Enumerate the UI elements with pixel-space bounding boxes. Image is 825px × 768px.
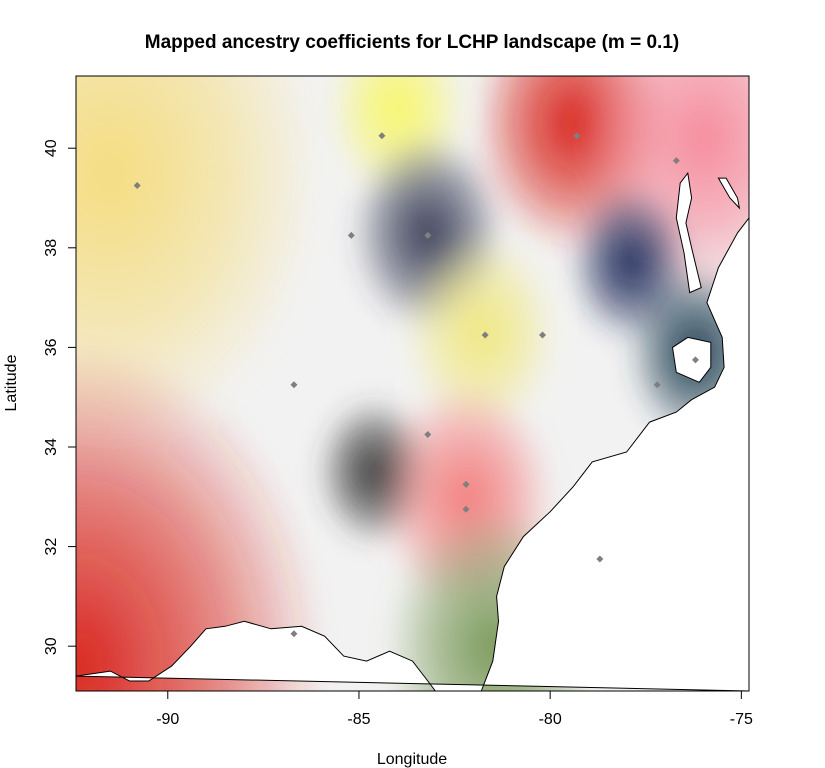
sample-point (424, 431, 432, 439)
sea-mask (76, 171, 749, 691)
sample-point (133, 182, 141, 190)
x-axis: -90 -85 -80 -75 (156, 691, 753, 728)
x-tick-label: -90 (156, 711, 179, 728)
sample-point (462, 505, 470, 513)
x-tick-label: -85 (347, 711, 370, 728)
x-axis-title: Longitude (377, 751, 447, 768)
sample-point (481, 331, 489, 339)
sample-point (378, 132, 386, 140)
sample-point (462, 480, 470, 488)
sample-point (347, 231, 355, 239)
ancestry-cluster (404, 232, 558, 433)
bay-water (671, 336, 712, 383)
y-axis-title: Latitude (3, 354, 20, 411)
y-tick-label: 36 (43, 338, 60, 356)
coastline-sea (76, 217, 749, 691)
y-tick-label: 38 (43, 239, 60, 257)
y-tick-label: 30 (43, 637, 60, 655)
y-tick-label: 40 (43, 139, 60, 157)
sample-point (691, 356, 699, 364)
chart-title: Mapped ancestry coefficients for LCHP la… (145, 32, 679, 53)
sample-point (290, 381, 298, 389)
plot-frame (75, 75, 750, 692)
y-tick-label: 34 (43, 438, 60, 456)
bay-water (675, 171, 702, 294)
bay-water (717, 177, 741, 210)
sample-point (672, 157, 680, 165)
x-tick-label: -75 (730, 711, 753, 728)
sample-point (596, 555, 604, 563)
sample-point (290, 630, 298, 638)
y-tick-label: 32 (43, 538, 60, 556)
x-tick-label: -80 (539, 711, 562, 728)
sample-point (424, 231, 432, 239)
sample-points (133, 132, 699, 638)
sample-point (573, 132, 581, 140)
sample-point (539, 331, 547, 339)
sample-point (653, 381, 661, 389)
ancestry-cluster (76, 342, 325, 691)
y-axis: 30 32 34 36 38 40 (43, 139, 76, 655)
